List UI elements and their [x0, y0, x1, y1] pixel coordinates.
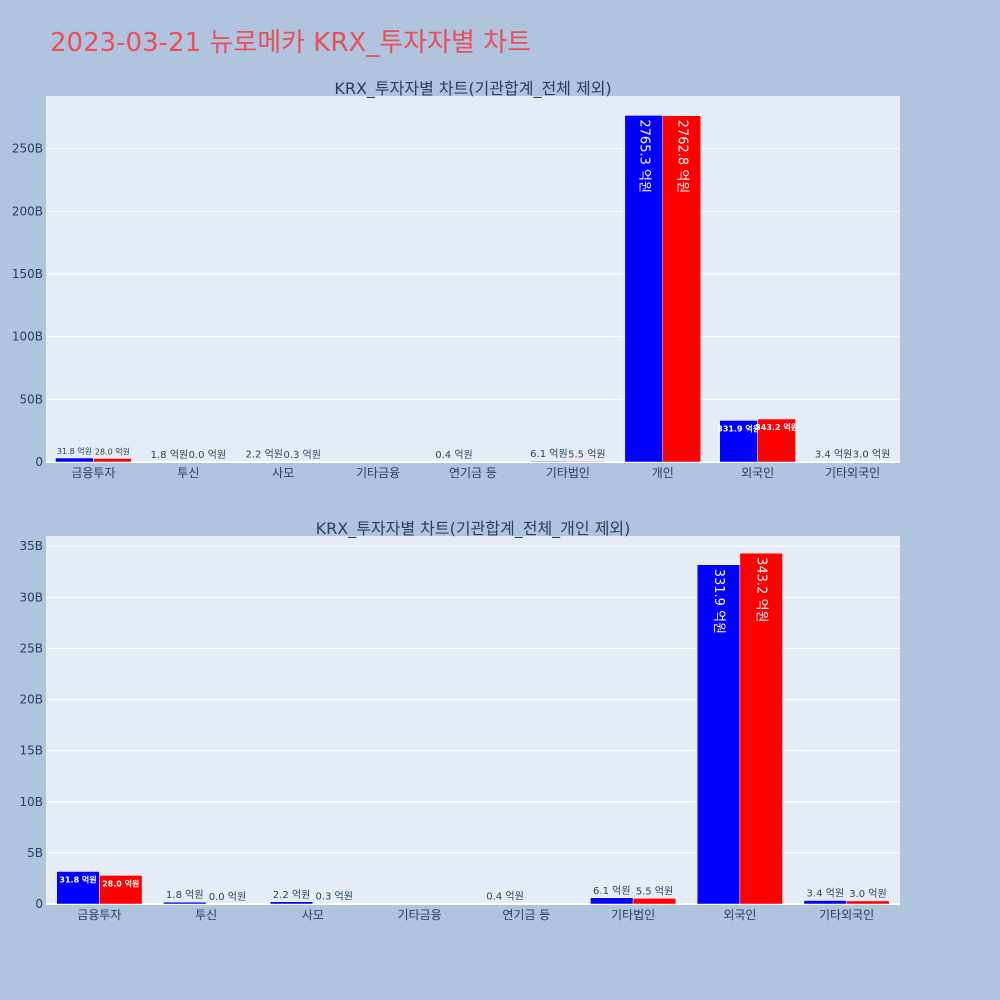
x-tick-label: 투신 — [195, 908, 217, 922]
data-label: 6.1 억원 — [593, 885, 630, 897]
x-tick-label: 투신 — [177, 466, 199, 480]
data-label: 0.4 억원 — [486, 891, 523, 903]
data-label: 343.2 억원 — [755, 422, 798, 432]
chart-title: KRX_투자자별 차트(기관합계_전체 제외) — [334, 79, 611, 99]
bar[interactable] — [99, 875, 143, 905]
data-label: 2762.8 억원 — [674, 120, 689, 194]
y-tick-label: 5B — [27, 846, 43, 860]
x-tick-label: 연기금 등 — [502, 908, 550, 922]
y-tick-label: 30B — [19, 590, 43, 604]
chart-title: KRX_투자자별 차트(기관합계_전체_개인 제외) — [316, 519, 631, 539]
data-label: 3.0 억원 — [849, 888, 886, 900]
bar[interactable] — [632, 898, 677, 905]
data-label: 0.4 억원 — [435, 449, 472, 461]
data-label: 331.9 억원 — [717, 423, 760, 433]
data-label: 1.8 억원 — [151, 449, 188, 461]
x-tick-label: 사모 — [272, 466, 294, 480]
bar[interactable] — [696, 564, 741, 905]
x-tick-label: 사모 — [302, 908, 324, 922]
x-tick-label: 기타법인 — [546, 466, 590, 480]
x-tick-label: 외국인 — [723, 908, 756, 922]
y-tick-label: 35B — [19, 539, 43, 553]
data-label: 0.3 억원 — [283, 449, 320, 461]
y-tick-label: 250B — [12, 142, 43, 156]
data-label: 31.8 억원 — [57, 446, 92, 456]
y-tick-label: 10B — [19, 795, 43, 809]
data-label: 0.0 억원 — [189, 449, 226, 461]
bar[interactable] — [529, 460, 569, 463]
data-label: 2.2 억원 — [246, 449, 283, 461]
data-label: 2.2 억원 — [273, 889, 310, 901]
data-label: 5.5 억원 — [568, 448, 605, 460]
x-tick-label: 금융투자 — [71, 466, 115, 480]
bar[interactable] — [719, 420, 758, 463]
x-tick-label: 기타금융 — [356, 466, 400, 480]
data-label: 28.0 억원 — [95, 446, 130, 456]
bar[interactable] — [567, 461, 607, 463]
y-tick-label: 150B — [12, 267, 43, 281]
y-tick-label: 20B — [19, 693, 43, 707]
bar[interactable] — [269, 901, 314, 905]
data-label: 343.2 억원 — [754, 557, 769, 622]
bar[interactable] — [93, 458, 132, 463]
data-label: 0.3 억원 — [315, 891, 352, 903]
bar[interactable] — [757, 418, 796, 463]
plot-area — [46, 96, 900, 462]
data-label: 6.1 억원 — [530, 448, 567, 460]
y-tick-label: 200B — [12, 204, 43, 218]
x-tick-label: 연기금 등 — [449, 466, 497, 480]
chart-bottom: KRX_투자자별 차트(기관합계_전체_개인 제외) 0 5B 10B 15B 20B 25… — [19, 519, 900, 922]
bar[interactable] — [590, 897, 634, 905]
data-label: 0.0 억원 — [209, 891, 246, 903]
x-tick-label: 기타외국인 — [819, 908, 874, 922]
page-title: 2023-03-21 뉴로메카 KRX_투자자별 차트 — [50, 28, 532, 58]
data-label: 5.5 억원 — [636, 885, 673, 897]
bar[interactable] — [55, 457, 94, 463]
data-label: 3.4 억원 — [815, 449, 852, 461]
bar[interactable] — [739, 552, 783, 905]
y-tick-label: 100B — [12, 330, 43, 344]
y-tick-label: 15B — [19, 744, 43, 758]
bar[interactable] — [163, 901, 207, 905]
data-label: 3.4 억원 — [807, 888, 844, 900]
y-tick-label: 25B — [19, 641, 43, 655]
chart-top: KRX_투자자별 차트(기관합계_전체 제외) 0 50B 100B 150B 200B 2… — [12, 79, 900, 480]
data-label: 331.9 억원 — [711, 569, 726, 634]
data-label: 1.8 억원 — [166, 889, 203, 901]
bar[interactable] — [803, 900, 847, 905]
y-tick-label: 50B — [19, 392, 43, 406]
bar[interactable] — [662, 115, 701, 463]
data-label: 31.8 억원 — [59, 874, 96, 884]
data-label: 28.0 억원 — [102, 878, 139, 888]
data-label: 3.0 억원 — [853, 449, 890, 461]
x-tick-label: 기타금융 — [398, 908, 442, 922]
x-tick-label: 금융투자 — [77, 908, 121, 922]
data-label: 2765.3 억원 — [636, 119, 651, 193]
bar[interactable] — [846, 900, 890, 905]
y-tick-label: 0 — [35, 897, 43, 911]
x-tick-label: 개인 — [652, 466, 674, 480]
x-tick-label: 외국인 — [741, 466, 774, 480]
y-tick-label: 0 — [35, 455, 43, 469]
x-tick-label: 기타법인 — [611, 908, 655, 922]
x-tick-label: 기타외국인 — [825, 466, 880, 480]
